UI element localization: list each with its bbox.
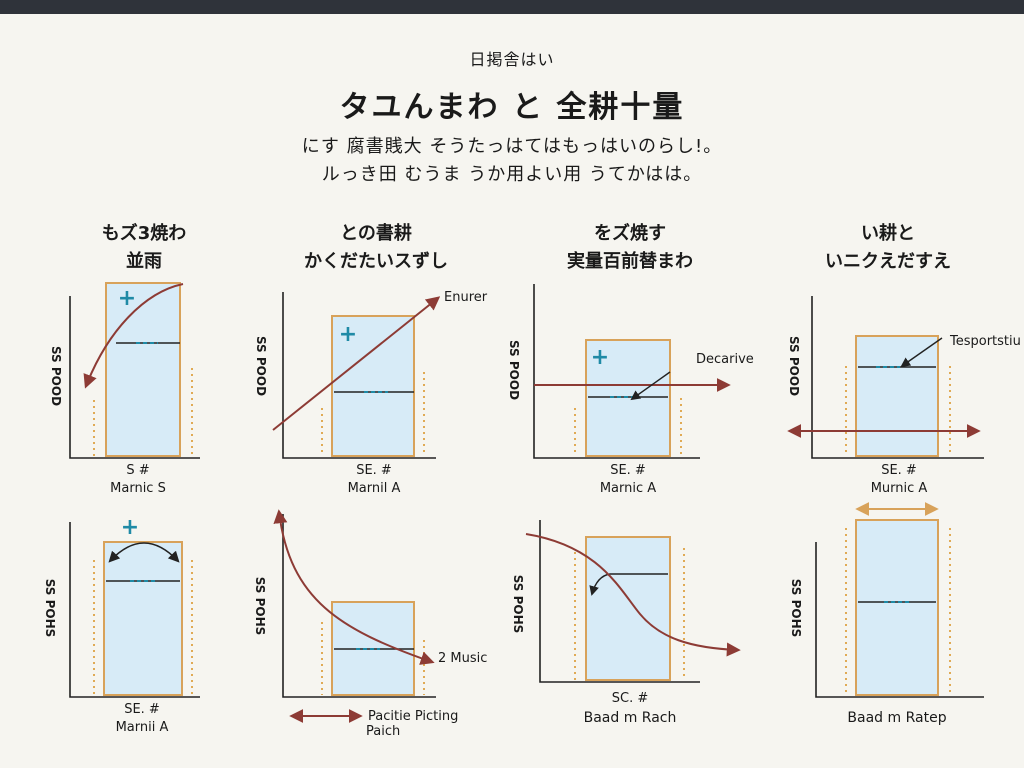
- axes: [811, 296, 984, 459]
- header-kicker: 日掲舎はい: [469, 50, 555, 69]
- panel-2: + Enurer SS POOD SE. # Marnil A: [254, 290, 488, 496]
- box: [331, 315, 415, 457]
- plus-icon: +: [339, 322, 357, 347]
- box: [103, 541, 183, 696]
- axes: [815, 542, 984, 698]
- axes: [282, 292, 436, 459]
- y-axis-label: SS POHS: [43, 579, 57, 638]
- top-bar: [0, 0, 1024, 14]
- annotation-label: 2 Music: [438, 651, 487, 666]
- x-label-2: Marnii A: [116, 720, 169, 735]
- annotation-label: Decarive: [696, 352, 754, 367]
- header-subtitle-line1: にす 腐書賎大 そうたっはてはもっはいのらし!。: [301, 136, 723, 157]
- panel-header-line1: との書耕: [340, 223, 412, 244]
- panel-5: + SS POHS SE. # Marnii A: [43, 515, 200, 735]
- x-label-1: SE. #: [881, 463, 917, 478]
- x-label-2: Baad m Ratep: [847, 710, 946, 726]
- x-label-1: Pacitie Picting: [368, 709, 458, 724]
- axes: [69, 296, 200, 459]
- panel-3: + Decarive SS POOD SE. # Marnic A: [507, 284, 754, 496]
- plus-icon: +: [121, 515, 139, 540]
- x-label-1: SE. #: [610, 463, 646, 478]
- plus-icon: +: [591, 345, 609, 370]
- panel-header-line1: もズ3焼わ: [101, 223, 187, 244]
- box: [855, 335, 939, 457]
- panel-8: SS POHS Baad m Ratep: [789, 502, 984, 726]
- y-axis-label: SS POOD: [49, 346, 63, 406]
- curved-double-arrow: [108, 542, 180, 563]
- panel-header-line2: 実量百前替まわ: [567, 251, 693, 272]
- y-axis-label: SS POHS: [253, 577, 267, 636]
- panel-header-line2: かくだたいスずし: [304, 251, 448, 272]
- pointer-arrow: [900, 337, 943, 368]
- panel-header-1: もズ3焼わ 並雨: [24, 220, 264, 276]
- axes: [539, 520, 700, 683]
- pointer-arrow: [630, 371, 671, 401]
- curve-arrow: [525, 533, 741, 657]
- x-label-2: Marnil A: [348, 481, 401, 496]
- x-label-2: Murnic A: [871, 481, 928, 496]
- x-label-2: Marnic S: [110, 481, 166, 496]
- panel-6: 2 Music SS POHS Pacitie Picting Paich: [253, 509, 487, 739]
- curve-arrow: [272, 296, 441, 431]
- box: [855, 519, 939, 696]
- x-label-2: Baad m Rach: [584, 710, 677, 726]
- panel-4: Tesportstiu SS POOD SE. # Murnic A: [787, 296, 1021, 496]
- plus-icon: +: [118, 286, 136, 311]
- box: [585, 536, 671, 681]
- pointer-arrow: [589, 573, 668, 596]
- y-axis-label: SS POOD: [787, 336, 801, 396]
- panel-header-line1: い耕と: [861, 223, 915, 244]
- panel-header-line2: 並雨: [126, 251, 162, 272]
- curve-arrow: [83, 283, 184, 389]
- panel-7: SS POHS SC. # Baad m Rach: [511, 520, 741, 726]
- x-label-1: SE. #: [124, 702, 160, 717]
- axes: [69, 522, 200, 698]
- panel-header-4: い耕と いニクえだすえ: [768, 220, 1008, 276]
- annotation-label: Tesportstiu: [949, 334, 1021, 349]
- y-axis-label: SS POOD: [507, 340, 521, 400]
- annotation-label: Enurer: [444, 290, 488, 305]
- y-axis-label: SS POOD: [254, 336, 268, 396]
- x-label-2: Paich: [366, 724, 400, 739]
- panel-header-line2: いニクえだすえ: [825, 251, 951, 272]
- header-title: タユんまわ と 全耕十量: [339, 90, 685, 125]
- box: [105, 282, 181, 457]
- panel-header-3: をズ焼す 実量百前替まわ: [510, 220, 750, 276]
- y-axis-label: SS POHS: [511, 575, 525, 634]
- y-axis-label: SS POHS: [789, 579, 803, 638]
- panel-1: + SS POOD S # Marnic S: [49, 282, 200, 496]
- panel-header-line1: をズ焼す: [594, 223, 666, 244]
- axes: [533, 284, 700, 459]
- x-label-1: SC. #: [612, 691, 649, 706]
- x-label-1: S #: [126, 463, 149, 478]
- panel-header-2: との書耕 かくだたいスずし: [256, 220, 496, 276]
- header-subtitle-line2: ルっき田 むうま うか用よい用 うてかはは。: [321, 164, 703, 185]
- x-label-1: SE. #: [356, 463, 392, 478]
- x-label-2: Marnic A: [600, 481, 656, 496]
- decay-curve-arrow: [273, 509, 435, 665]
